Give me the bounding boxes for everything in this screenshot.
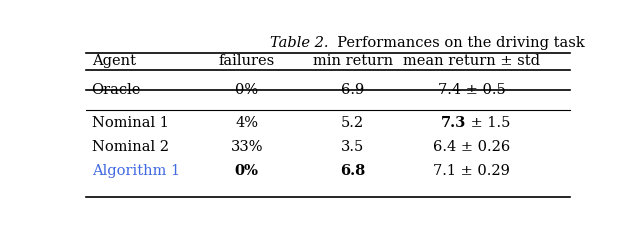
Text: 7.3: 7.3 — [441, 116, 467, 131]
Text: min return: min return — [313, 54, 393, 68]
Text: mean return ± std: mean return ± std — [403, 54, 540, 68]
Text: 6.8: 6.8 — [340, 164, 365, 178]
Text: Table 2.: Table 2. — [269, 37, 328, 50]
Text: 0%: 0% — [235, 164, 259, 178]
Text: Nominal 1: Nominal 1 — [92, 116, 168, 131]
Text: 6.9: 6.9 — [341, 83, 364, 97]
Text: Nominal 2: Nominal 2 — [92, 140, 168, 154]
Text: 33%: 33% — [230, 140, 263, 154]
Text: Algorithm 1: Algorithm 1 — [92, 164, 180, 178]
Text: 7.1 ± 0.29: 7.1 ± 0.29 — [433, 164, 510, 178]
Text: Performances on the driving task: Performances on the driving task — [328, 37, 585, 50]
Text: Oracle: Oracle — [92, 83, 141, 97]
Text: 7.4 ± 0.5: 7.4 ± 0.5 — [438, 83, 505, 97]
Text: 5.2: 5.2 — [341, 116, 364, 131]
Text: 3.5: 3.5 — [341, 140, 364, 154]
Text: 6.4 ± 0.26: 6.4 ± 0.26 — [433, 140, 510, 154]
Text: Agent: Agent — [92, 54, 136, 68]
Text: 0%: 0% — [235, 83, 258, 97]
Text: failures: failures — [218, 54, 275, 68]
Text: 4%: 4% — [235, 116, 258, 131]
Text: ± 1.5: ± 1.5 — [467, 116, 511, 131]
